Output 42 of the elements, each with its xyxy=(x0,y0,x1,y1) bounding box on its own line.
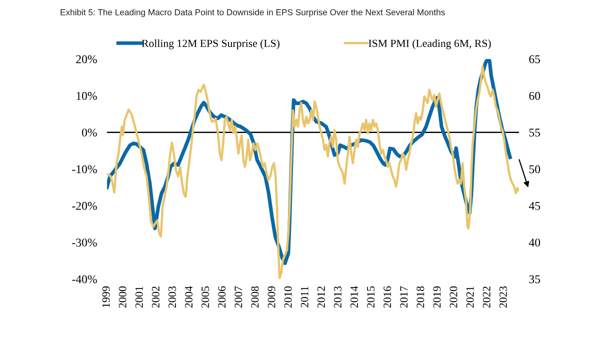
x-tick-label: 2006 xyxy=(218,286,226,308)
x-tick-label: 2008 xyxy=(251,286,259,308)
y2-tick-label: 55 xyxy=(529,128,540,137)
chart-title: Exhibit 5: The Leading Macro Data Point to Downside in EPS Surprise Over the Next Several Months xyxy=(60,8,445,18)
x-tick-label: 2015 xyxy=(367,286,375,308)
y2-tick-label: 60 xyxy=(529,92,540,100)
x-tick-label: 2023 xyxy=(499,286,507,308)
y-tick-label: -20% xyxy=(72,202,97,210)
y2-tick-label: 50 xyxy=(529,165,540,174)
x-tick-label: 2003 xyxy=(168,286,176,308)
x-tick-label: 1999 xyxy=(102,286,110,308)
x-tick-label: 2004 xyxy=(185,286,193,308)
x-tick-label: 2020 xyxy=(450,286,458,308)
x-tick-label: 2001 xyxy=(135,286,143,308)
x-tick-label: 2005 xyxy=(202,286,210,308)
y2-tick-label: 45 xyxy=(528,202,540,210)
x-tick-label: 2021 xyxy=(466,286,474,308)
y2-tick-label: 40 xyxy=(528,238,540,247)
y-tick-label: -10% xyxy=(72,165,97,174)
x-tick-label: 2019 xyxy=(433,286,441,308)
y-tick-label: -40% xyxy=(72,275,97,284)
x-tick-label: 2007 xyxy=(234,286,242,308)
x-tick-label: 2016 xyxy=(384,286,392,308)
legend-label: Rolling 12M EPS Surprise (LS) xyxy=(142,39,280,50)
y-tick-label: 20% xyxy=(76,55,97,64)
legend-label: ISM PMI (Leading 6M, RS) xyxy=(368,39,491,50)
x-tick-label: 2010 xyxy=(284,286,292,308)
y-tick-label: 10% xyxy=(76,92,97,100)
x-tick-label: 2017 xyxy=(400,286,408,308)
x-tick-label: 2013 xyxy=(334,286,342,308)
x-tick-label: 2002 xyxy=(152,286,160,308)
x-tick-label: 2012 xyxy=(317,286,325,308)
x-tick-label: 2018 xyxy=(416,286,424,308)
x-tick-label: 2014 xyxy=(350,286,358,308)
y2-tick-label: 35 xyxy=(529,275,540,284)
x-tick-label: 2009 xyxy=(268,286,276,308)
x-tick-label: 2011 xyxy=(300,286,308,308)
y-tick-label: -30% xyxy=(72,238,97,247)
y-tick-label: 0% xyxy=(82,128,97,137)
x-tick-label: 2022 xyxy=(482,286,490,308)
x-tick-label: 2000 xyxy=(118,286,126,308)
y2-tick-label: 65 xyxy=(529,55,540,64)
